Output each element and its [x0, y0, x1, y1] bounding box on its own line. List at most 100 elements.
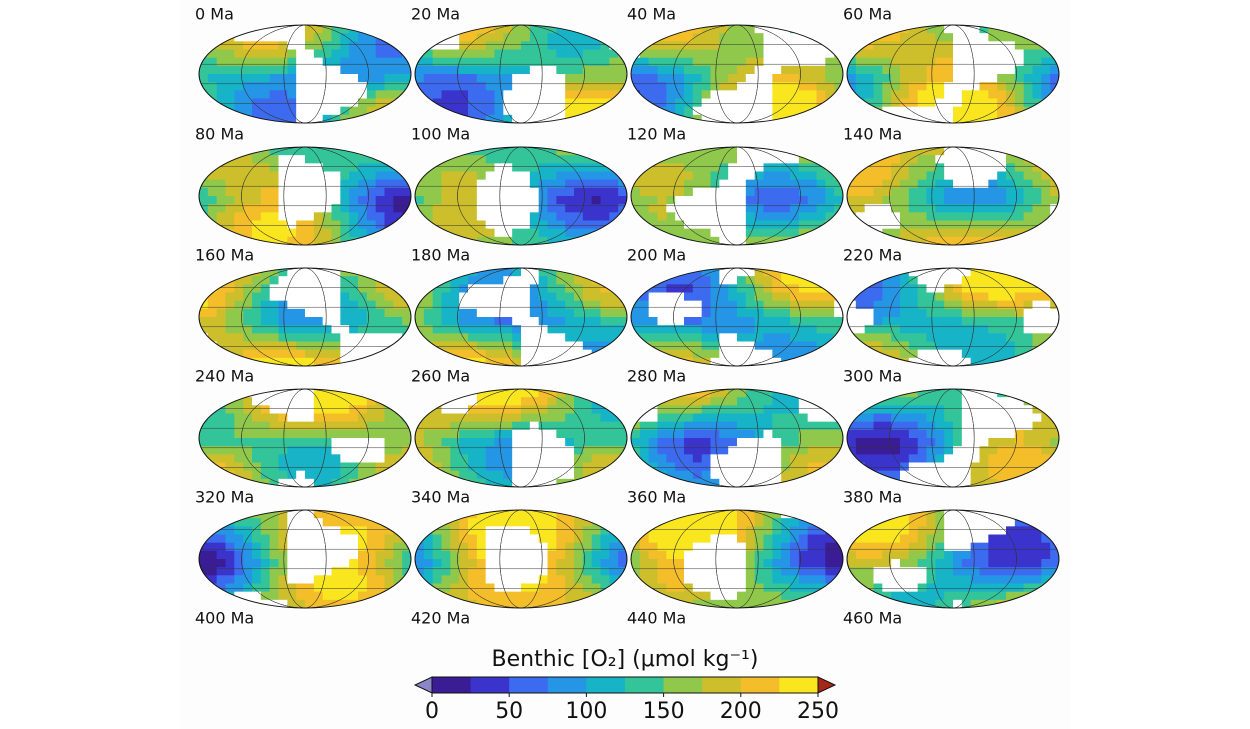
map-cell [199, 438, 209, 447]
map-cell [908, 187, 919, 197]
map-cell [207, 196, 218, 205]
map-cell [864, 163, 874, 172]
map-cell [855, 74, 866, 83]
map-cell [618, 179, 627, 189]
map-cell [468, 98, 478, 108]
map-cell [393, 421, 403, 431]
map-cell [1050, 57, 1059, 67]
map-cell [926, 98, 936, 108]
map-cell [313, 341, 324, 351]
map-cell [979, 98, 989, 108]
map-cell [701, 155, 711, 164]
map-cell [781, 300, 791, 310]
map-cell [737, 228, 747, 238]
map-cell [296, 171, 306, 181]
map-cell [234, 421, 244, 431]
map-cell [243, 421, 253, 431]
map-cell [234, 106, 244, 116]
map-cell [997, 413, 1007, 423]
map-cell [459, 49, 469, 59]
map-cell [503, 236, 513, 245]
map-cell [322, 196, 332, 205]
map-cell [216, 446, 226, 455]
map-cell [313, 470, 324, 480]
map-cell [692, 421, 703, 431]
map-cell [432, 74, 442, 83]
map-cell [521, 98, 531, 108]
map-cell [207, 49, 218, 59]
map-cell [313, 90, 324, 99]
map-cell [701, 284, 711, 293]
map-cell [305, 446, 315, 455]
map-cell [1032, 204, 1042, 213]
map-cell [556, 33, 566, 42]
map-cell [772, 187, 782, 197]
map-cell [798, 462, 809, 472]
map-cell [512, 25, 522, 34]
map-cell [609, 74, 619, 83]
map-cell [384, 163, 394, 172]
map-cell [441, 204, 451, 213]
map-cell [423, 65, 434, 75]
map-cell [393, 333, 403, 342]
map-cell [908, 429, 919, 439]
map-cell [639, 212, 650, 221]
map-cell [313, 429, 324, 439]
map-cell [278, 57, 288, 67]
map-cell [305, 470, 315, 480]
map-cell [503, 389, 513, 398]
map-cell [600, 179, 610, 189]
map-cell [675, 33, 685, 42]
map-cell [609, 413, 619, 423]
map-cell [547, 389, 557, 398]
map-cell [692, 325, 703, 334]
map-cell [935, 204, 945, 213]
map-cell [701, 317, 711, 326]
map-cell [988, 333, 998, 342]
map-cell [375, 284, 385, 293]
map-cell [737, 397, 747, 406]
map-cell [234, 534, 244, 544]
map-cell [574, 187, 584, 197]
map-cell [415, 187, 425, 197]
map-cell [384, 333, 394, 342]
map-cell [970, 187, 980, 197]
map-cell [349, 187, 359, 197]
map-cell [485, 163, 495, 172]
map-cell [701, 397, 711, 406]
map-cell [1023, 179, 1033, 189]
map-cell [807, 57, 817, 67]
map-cell [754, 204, 764, 213]
map-cell [781, 98, 791, 108]
map-cell [719, 236, 729, 245]
map-cell [287, 90, 297, 99]
map-cell [944, 470, 954, 480]
map-cell [648, 429, 658, 439]
map-cell [648, 405, 658, 414]
map-cell [772, 429, 782, 439]
map-cell [538, 470, 548, 480]
map-cell [252, 220, 262, 230]
map-cell [366, 454, 377, 463]
map-cell [287, 333, 297, 342]
map-cell [225, 74, 235, 83]
map-cell [529, 65, 540, 75]
map-cell [423, 74, 434, 83]
map-cell [485, 236, 495, 245]
map-cell [538, 25, 548, 34]
map-cell [423, 196, 434, 205]
map-cell [358, 526, 368, 535]
map-cell [763, 179, 773, 189]
map-cell [900, 82, 910, 91]
map-cell [1050, 196, 1059, 205]
map-cell [917, 106, 927, 116]
map-cell [666, 292, 676, 302]
map-cell [476, 349, 487, 359]
map-cell [754, 292, 764, 302]
map-cell [684, 300, 694, 310]
map-cell [485, 98, 495, 108]
map-cell [340, 284, 350, 293]
map-cell [873, 446, 883, 455]
map-cell [917, 357, 927, 366]
map-cell [225, 90, 235, 99]
